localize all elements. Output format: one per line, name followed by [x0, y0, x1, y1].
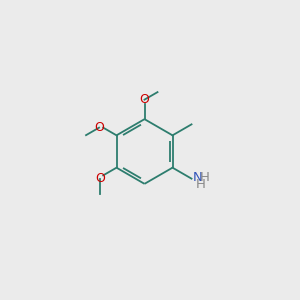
Text: N: N [192, 171, 202, 184]
Text: O: O [94, 121, 104, 134]
Text: H: H [196, 178, 206, 191]
Text: O: O [95, 172, 105, 185]
Text: O: O [140, 93, 149, 106]
Text: H: H [199, 171, 209, 184]
